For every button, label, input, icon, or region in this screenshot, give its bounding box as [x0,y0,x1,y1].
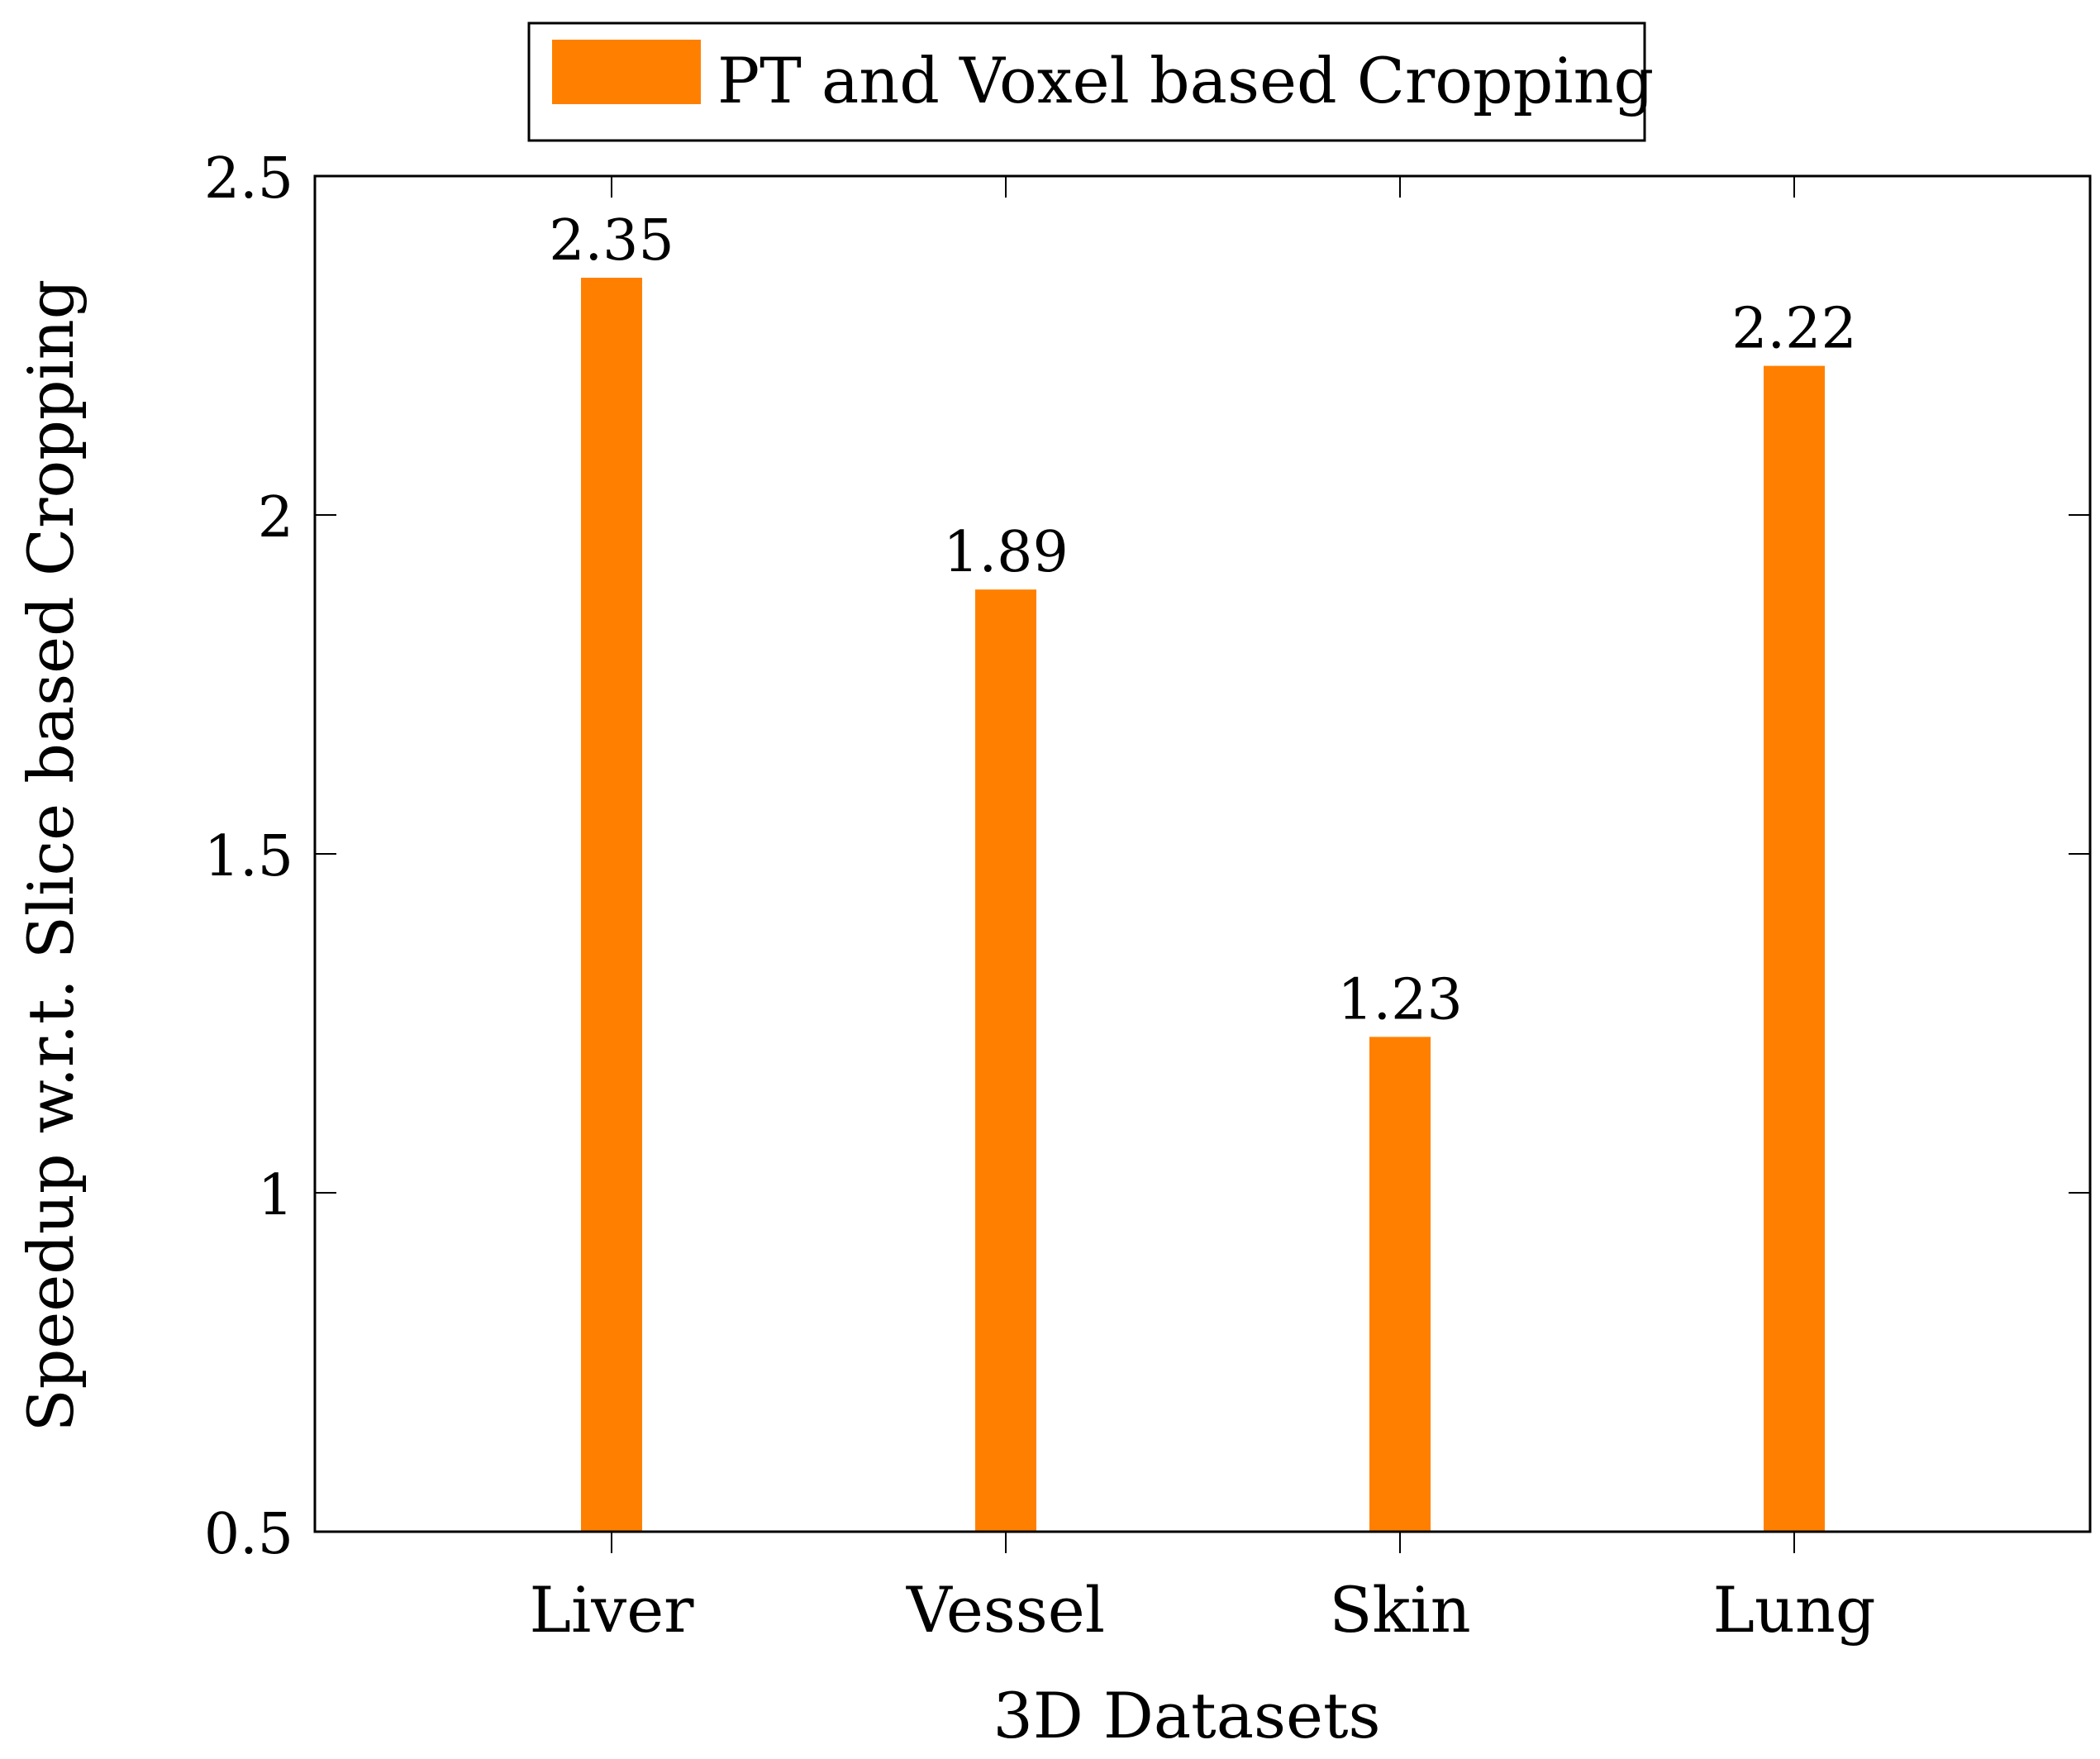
y-axis-title: Speedup w.r.t. Slice based Cropping [14,279,88,1432]
data-label-lung: 2.22 [1731,297,1856,362]
x-tick-label-skin: Skin [1329,1573,1470,1647]
data-label-skin: 1.23 [1337,967,1462,1032]
legend: PT and Voxel based Cropping [527,21,1654,142]
y-tick-labels: 0.5 1 1.5 2 2.5 [204,146,293,1567]
y-tick-label: 2.5 [204,146,293,212]
data-label-liver: 2.35 [549,208,674,274]
bar-lung [1764,365,1825,1533]
bar-liver [581,278,642,1532]
y-tick-label: 2 [258,485,293,551]
legend-swatch [552,40,701,104]
y-tick-label: 0.5 [204,1502,293,1567]
data-label-vessel: 1.89 [943,520,1068,585]
bar-skin [1369,1037,1431,1532]
bar-vessel [975,589,1036,1533]
x-axis-title: 3D Datasets [993,1679,1380,1752]
legend-box [527,21,1646,142]
y-tick-label: 1.5 [204,824,293,889]
x-tick-label-lung: Lung [1712,1573,1875,1647]
x-tick-label-vessel: Vessel [906,1573,1105,1647]
bars [581,278,1825,1533]
data-labels: 2.35 1.89 1.23 2.22 [549,208,1856,1032]
x-tick-label-liver: Liver [529,1573,694,1647]
plot-area-frame [313,174,2092,1533]
legend-label: PT and Voxel based Cropping [717,44,1654,117]
x-tick-labels: Liver Vessel Skin Lung [529,1573,1875,1647]
y-tick-label: 1 [258,1163,293,1228]
